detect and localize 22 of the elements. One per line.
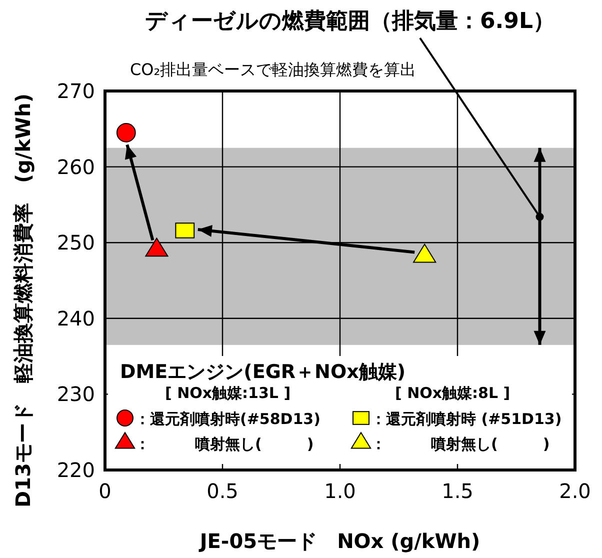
x-tick-label: 0 <box>98 479 112 503</box>
y-tick-label: 230 <box>56 382 95 406</box>
annotation: [ NOx触媒:8L ] <box>395 384 510 402</box>
x-axis-title: JE-05モード NOx (g/kWh) <box>198 529 480 553</box>
legend-title: DMEエンジン(EGR＋NOx触媒) <box>120 361 406 383</box>
y-axis-title: D13モード 軽油換算燃料消費率 (g/kWh) <box>11 94 35 508</box>
text: CO₂排出量ベースで軽油換算燃費を算出 <box>130 60 416 79</box>
legend-label: ：還元剤噴射時 (#51D13) <box>371 410 562 428</box>
y-tick-label: 250 <box>56 230 95 255</box>
x-tick-label: 1.5 <box>442 479 474 503</box>
legend-label: ： 噴射無し( ) <box>371 435 550 453</box>
y-tick-label: 260 <box>56 154 95 179</box>
legend-label: ： 噴射無し( ) <box>135 435 314 453</box>
y-tick-label: 270 <box>56 79 95 103</box>
annotation: [ NOx触媒:13L ] <box>165 384 291 402</box>
x-tick-label: 0.5 <box>206 479 238 503</box>
annotation: ディーゼルの燃費範囲（排気量：6.9L） <box>145 9 555 34</box>
y-tick-label: 240 <box>56 306 95 330</box>
legend-label: ：還元剤噴射時(#58D13) <box>135 410 320 428</box>
y-tick-label: 220 <box>56 458 95 482</box>
x-tick-label: 1.0 <box>324 479 356 503</box>
x-tick-label: 2.0 <box>559 479 591 503</box>
